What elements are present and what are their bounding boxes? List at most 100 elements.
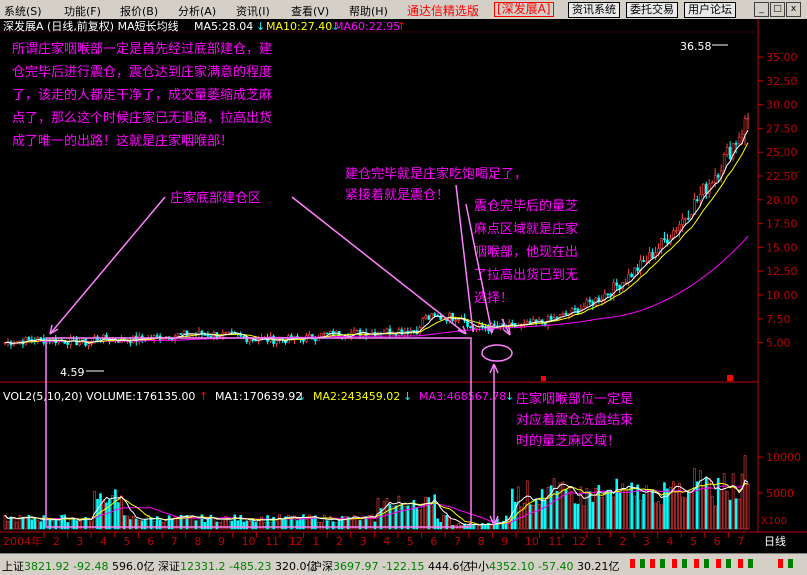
- volume-bar: [158, 519, 162, 530]
- date-tick-label-2: 4: [100, 535, 107, 548]
- volume-bar: [367, 514, 371, 530]
- volume-bar: [633, 495, 636, 530]
- volume-bar: [490, 525, 493, 530]
- volume-bar: [439, 522, 442, 530]
- volume-bar: [248, 521, 251, 530]
- candle-body: [743, 118, 747, 135]
- volume-bar: [397, 495, 401, 530]
- candle-body: [39, 337, 43, 339]
- kline-chart[interactable]: 深发展A (日线,前复权) MA短长均线 MA5:28.04 ↓ MA10:27…: [0, 19, 807, 553]
- candle-body: [93, 336, 96, 344]
- menu-help[interactable]: 帮助(H): [349, 5, 388, 18]
- menu-info[interactable]: 资讯(I): [236, 5, 270, 18]
- volume-bar: [487, 522, 490, 530]
- indicator-square-6: [682, 559, 687, 568]
- volume-bar: [254, 522, 257, 530]
- candle-body: [627, 273, 630, 283]
- date-tick-label-27: 5: [690, 535, 697, 548]
- trade-button[interactable]: 委托交易: [626, 2, 678, 18]
- volume-bar: [618, 492, 622, 530]
- volume-bar: [510, 488, 514, 530]
- candle-body: [630, 273, 633, 278]
- volume-bar: [657, 501, 660, 530]
- volume-bar: [18, 515, 22, 530]
- throat-line-3: 时的量芝麻区域！: [516, 433, 620, 449]
- candle-body: [704, 183, 708, 194]
- date-tick-label-20: 10: [525, 535, 539, 548]
- candle-body: [275, 340, 278, 344]
- volume-bar: [591, 501, 595, 530]
- menu-system[interactable]: 系统(S): [4, 5, 42, 18]
- info-system-button[interactable]: 资讯系统: [568, 2, 620, 18]
- ma10-down-arrow-icon: ↓: [331, 20, 340, 33]
- volume-bar: [731, 473, 735, 530]
- volume-bar: [6, 521, 10, 530]
- forum-button[interactable]: 用户论坛: [684, 2, 736, 18]
- price-tick-label-5: 22.50: [766, 170, 798, 183]
- menu-view[interactable]: 查看(V): [291, 5, 330, 18]
- volume-bar: [236, 520, 240, 530]
- candle-body: [388, 328, 392, 335]
- status-smallcap[interactable]: 中小4352.10 -57.40 30.21亿: [467, 560, 620, 573]
- minimize-icon[interactable]: _: [754, 2, 769, 17]
- close-icon[interactable]: x: [786, 2, 801, 17]
- volume-bar: [561, 481, 565, 530]
- indicator-square-14: [788, 559, 793, 568]
- info-mine-icon[interactable]: [727, 375, 733, 381]
- volume-bar: [15, 521, 19, 530]
- price-tick-label-8: 15.00: [766, 241, 798, 254]
- volume-bar: [409, 502, 413, 530]
- volume-bar: [651, 489, 654, 530]
- volume-bar: [27, 514, 31, 530]
- volume-bar: [123, 515, 126, 530]
- menu-function[interactable]: 功能(F): [64, 5, 101, 18]
- volume-bar: [552, 478, 556, 530]
- volume-bar: [352, 515, 356, 530]
- status-hushen[interactable]: 沪深3697.97 -122.15 444.6亿: [311, 560, 471, 573]
- candle-body: [651, 252, 654, 259]
- candle-body: [698, 194, 702, 201]
- status-shenzhen[interactable]: 深证12331.2 -485.23 320.0亿: [158, 560, 318, 573]
- indicator-square-11: [738, 559, 743, 568]
- candle-body: [636, 267, 639, 271]
- volume-bar: [30, 519, 34, 530]
- volume-bar: [728, 499, 732, 530]
- maximize-icon[interactable]: □: [770, 2, 785, 17]
- candle-body: [224, 332, 228, 334]
- menu-analysis[interactable]: 分析(A): [178, 5, 217, 18]
- volume-bar: [385, 498, 389, 530]
- date-tick-label-19: 9: [501, 535, 508, 548]
- candle-body: [642, 260, 645, 262]
- volume-bar: [424, 496, 428, 530]
- volume-bar: [603, 491, 607, 530]
- volume-bar: [51, 520, 55, 530]
- volume-bar: [678, 483, 681, 530]
- candle-body: [675, 230, 678, 232]
- volume-bar: [722, 473, 726, 530]
- volume-bar: [78, 521, 81, 530]
- price-tick-label-3: 27.50: [766, 122, 798, 135]
- volume-bar: [185, 515, 189, 530]
- date-tick-label-4: 6: [147, 535, 154, 548]
- volume-bar: [630, 482, 633, 530]
- candle-body: [510, 322, 514, 325]
- volume-bar: [391, 506, 395, 530]
- volume-bar: [719, 489, 723, 530]
- menu-bar: 系统(S) 功能(F) 报价(B) 分析(A) 资讯(I) 查看(V) 帮助(H…: [0, 0, 807, 20]
- candle-body: [433, 313, 436, 316]
- volume-bar: [684, 497, 687, 530]
- volume-bar: [534, 499, 538, 530]
- intro-line-5: 成了唯一的出路！这就是庄家咽喉部！: [12, 133, 233, 149]
- sesame-line-3: 咽喉部，他现在出: [474, 245, 578, 260]
- candle-body: [209, 335, 213, 338]
- status-shanghai[interactable]: 上证3821.92 -92.48 596.0亿: [2, 560, 155, 573]
- volume-bar: [687, 490, 690, 530]
- sesame-line-2: 麻点区域就是庄家: [474, 221, 578, 237]
- intro-line-3: 了，该走的人都走干净了，成交量萎缩成芝麻: [12, 87, 272, 103]
- info-mine-icon-2[interactable]: [541, 376, 546, 381]
- menu-quote[interactable]: 报价(B): [120, 5, 159, 18]
- candle-body: [18, 340, 22, 343]
- shakeout-arrowhead: [486, 324, 495, 334]
- volume-bar: [322, 514, 326, 530]
- indicator-square-8: [704, 559, 709, 568]
